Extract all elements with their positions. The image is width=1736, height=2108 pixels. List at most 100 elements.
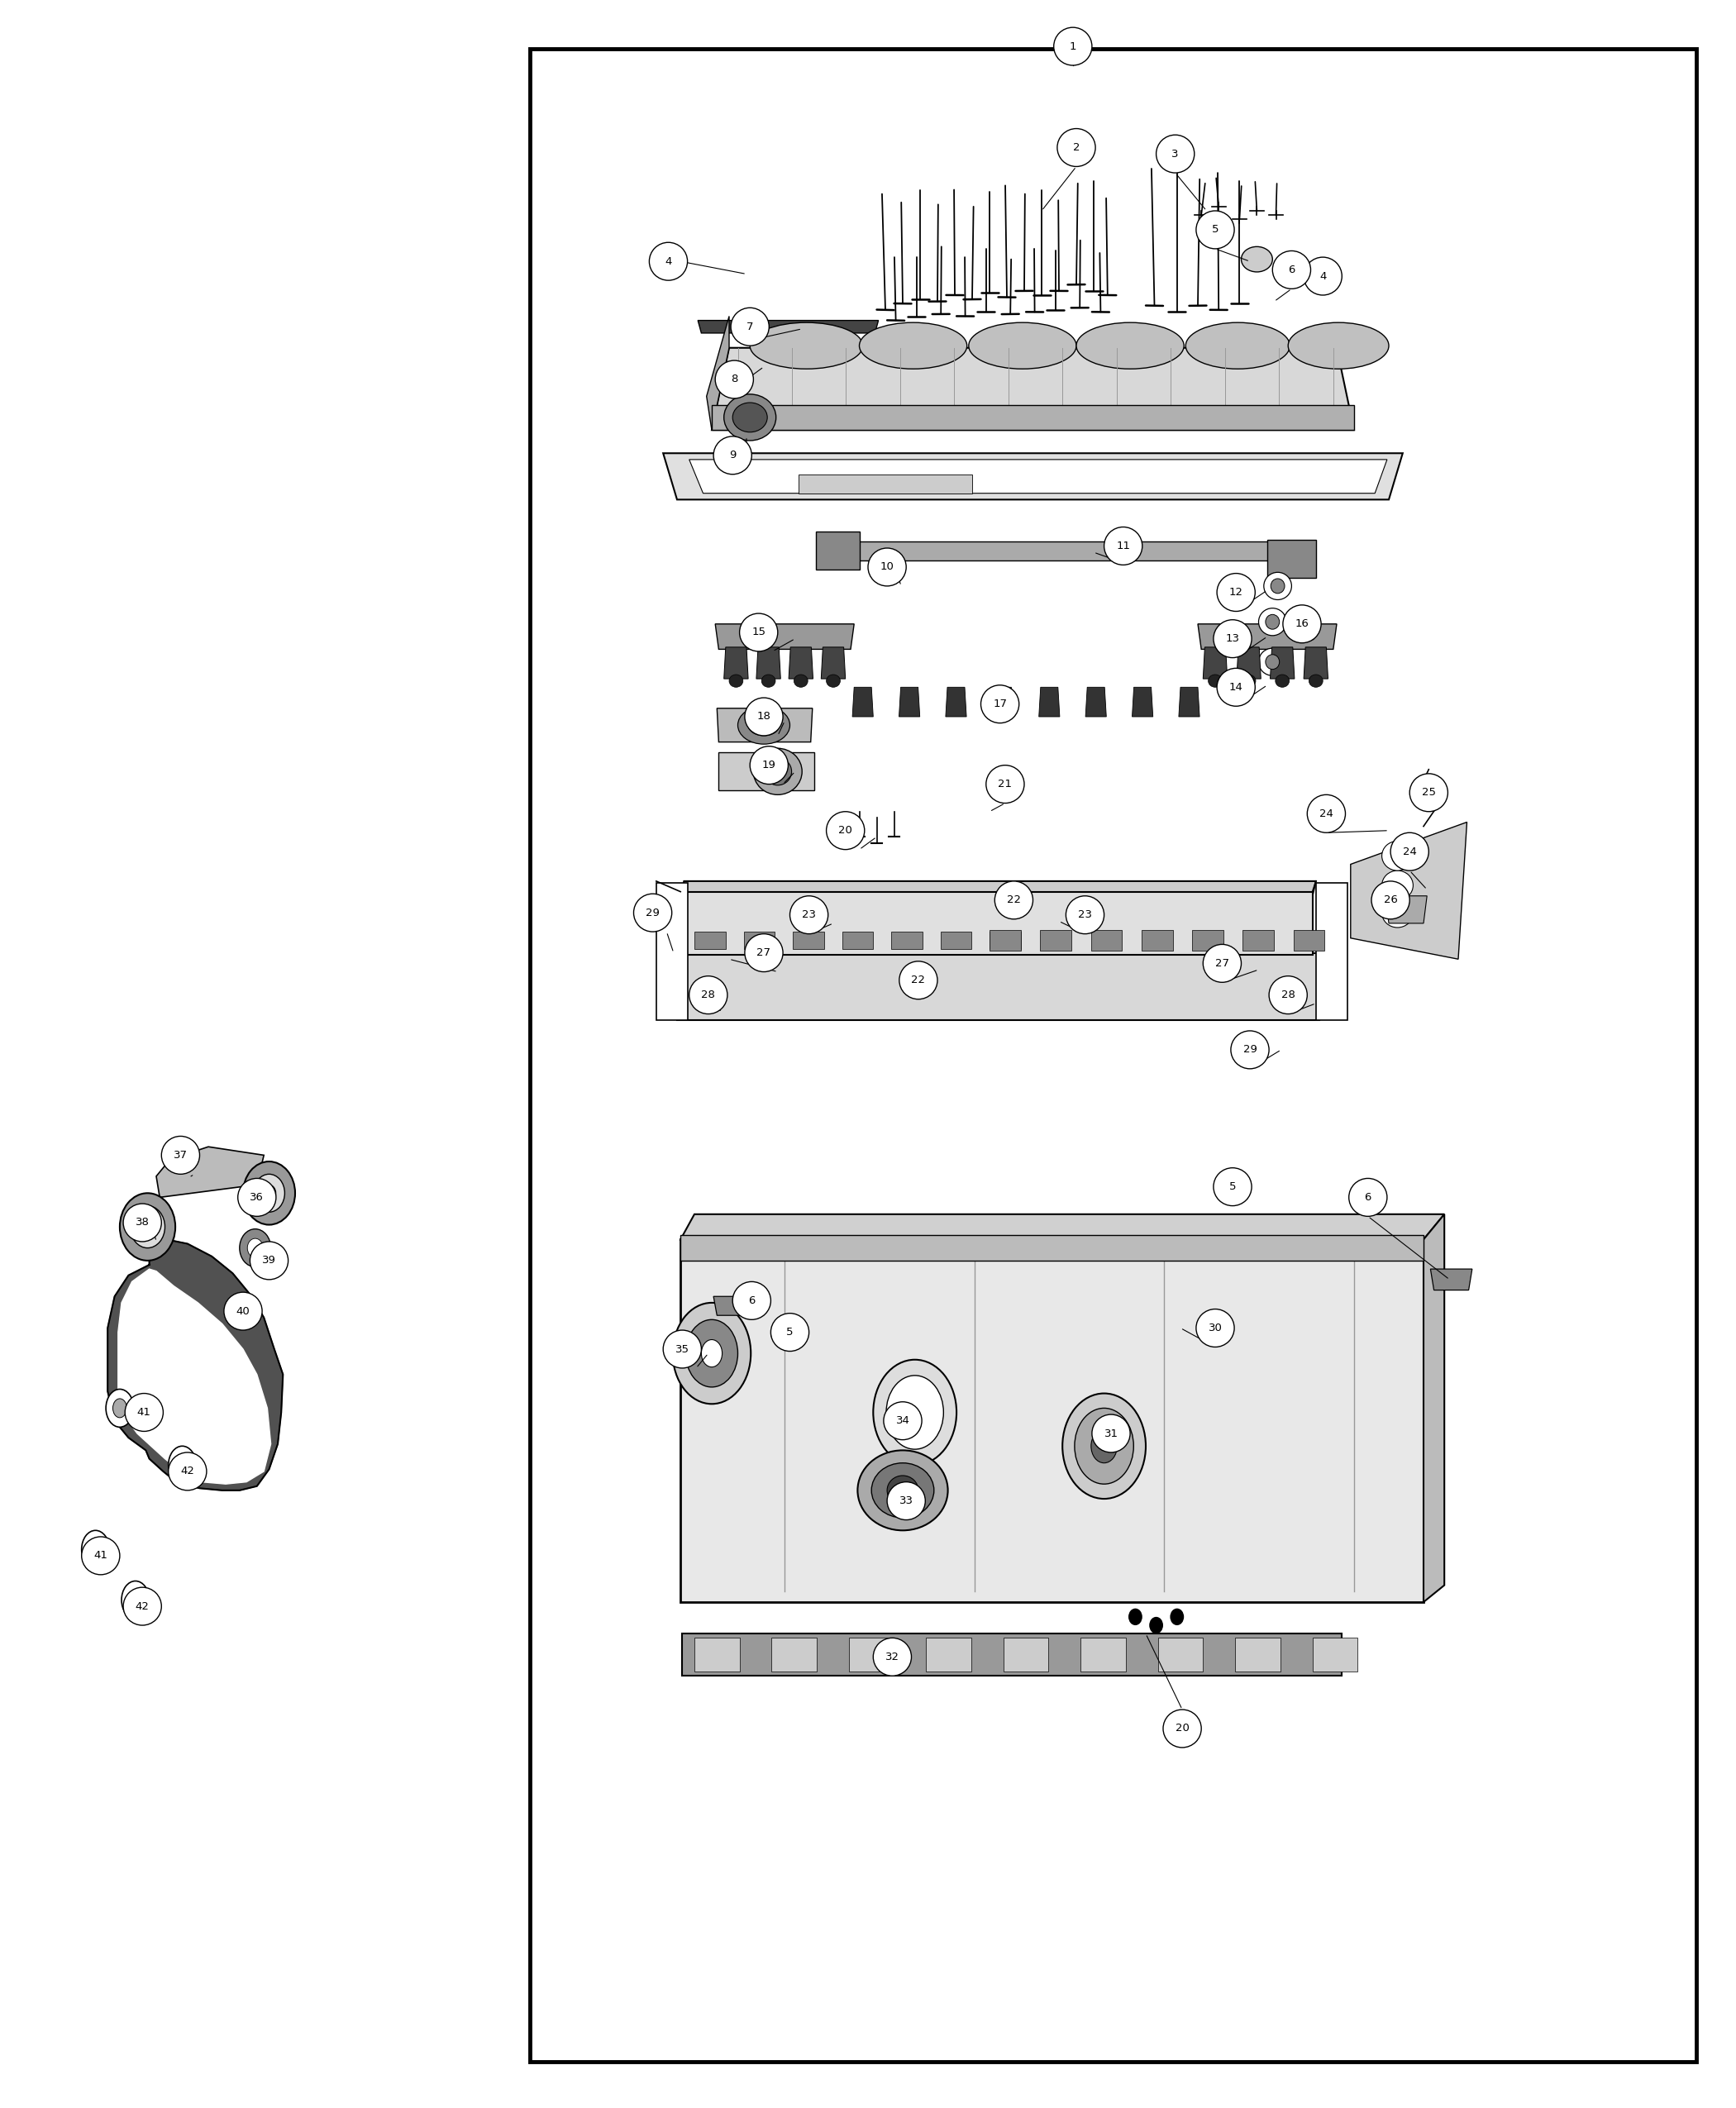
Ellipse shape bbox=[1266, 616, 1279, 628]
Text: 27: 27 bbox=[1215, 957, 1229, 970]
Text: 41: 41 bbox=[94, 1549, 108, 1562]
Ellipse shape bbox=[1307, 795, 1345, 833]
Ellipse shape bbox=[793, 675, 807, 687]
Bar bbox=[771, 1638, 818, 1672]
Polygon shape bbox=[663, 453, 1403, 500]
Ellipse shape bbox=[868, 548, 906, 586]
Ellipse shape bbox=[1076, 323, 1184, 369]
Ellipse shape bbox=[1371, 881, 1410, 919]
Text: 23: 23 bbox=[802, 909, 816, 921]
Ellipse shape bbox=[1410, 774, 1448, 812]
Polygon shape bbox=[689, 460, 1387, 493]
Ellipse shape bbox=[1066, 896, 1104, 934]
Ellipse shape bbox=[1288, 323, 1389, 369]
Ellipse shape bbox=[1264, 571, 1292, 601]
Text: 31: 31 bbox=[1104, 1427, 1118, 1440]
Polygon shape bbox=[681, 1214, 1444, 1240]
Polygon shape bbox=[724, 647, 748, 679]
Bar bbox=[1267, 540, 1316, 578]
Polygon shape bbox=[1304, 647, 1328, 679]
Text: 2: 2 bbox=[1073, 141, 1080, 154]
Ellipse shape bbox=[1304, 257, 1342, 295]
Bar bbox=[927, 1638, 972, 1672]
Ellipse shape bbox=[250, 1242, 288, 1280]
Text: 14: 14 bbox=[1229, 681, 1243, 694]
Ellipse shape bbox=[858, 1450, 948, 1530]
Ellipse shape bbox=[82, 1530, 109, 1568]
Ellipse shape bbox=[826, 812, 865, 850]
Bar bbox=[1316, 883, 1347, 1020]
Ellipse shape bbox=[1203, 944, 1241, 982]
Text: 38: 38 bbox=[135, 1216, 149, 1229]
Ellipse shape bbox=[826, 675, 840, 687]
Text: 36: 36 bbox=[250, 1191, 264, 1204]
Ellipse shape bbox=[1272, 251, 1311, 289]
Ellipse shape bbox=[1309, 675, 1323, 687]
Ellipse shape bbox=[689, 976, 727, 1014]
Ellipse shape bbox=[1217, 668, 1255, 706]
Ellipse shape bbox=[724, 394, 776, 441]
Text: 12: 12 bbox=[1229, 586, 1243, 599]
Polygon shape bbox=[993, 687, 1014, 717]
Ellipse shape bbox=[106, 1389, 134, 1427]
Ellipse shape bbox=[733, 1282, 771, 1320]
Text: 32: 32 bbox=[885, 1651, 899, 1663]
Circle shape bbox=[1128, 1608, 1142, 1625]
Text: 23: 23 bbox=[1078, 909, 1092, 921]
Ellipse shape bbox=[168, 1452, 207, 1490]
Text: 41: 41 bbox=[137, 1406, 151, 1419]
Text: 15: 15 bbox=[752, 626, 766, 639]
Ellipse shape bbox=[859, 323, 967, 369]
Ellipse shape bbox=[224, 1292, 262, 1330]
Text: 7: 7 bbox=[746, 320, 753, 333]
Ellipse shape bbox=[873, 1360, 957, 1465]
Bar bbox=[677, 953, 1319, 1020]
Polygon shape bbox=[1385, 896, 1427, 923]
Text: 10: 10 bbox=[880, 561, 894, 573]
Bar bbox=[1312, 1638, 1358, 1672]
Ellipse shape bbox=[887, 1482, 925, 1520]
Text: 5: 5 bbox=[1229, 1180, 1236, 1193]
Text: 24: 24 bbox=[1403, 845, 1417, 858]
Ellipse shape bbox=[887, 1476, 918, 1505]
Ellipse shape bbox=[1104, 527, 1142, 565]
Polygon shape bbox=[1198, 624, 1337, 649]
Bar bbox=[529, 48, 1696, 2062]
Ellipse shape bbox=[253, 1174, 285, 1212]
Ellipse shape bbox=[120, 1193, 175, 1261]
Bar bbox=[681, 892, 1312, 955]
Ellipse shape bbox=[1062, 1393, 1146, 1499]
Polygon shape bbox=[707, 316, 729, 430]
Ellipse shape bbox=[89, 1539, 102, 1560]
Polygon shape bbox=[1236, 647, 1260, 679]
Polygon shape bbox=[1203, 647, 1227, 679]
Polygon shape bbox=[1132, 687, 1153, 717]
Bar bbox=[1040, 930, 1071, 951]
Ellipse shape bbox=[750, 746, 788, 784]
Bar bbox=[719, 753, 814, 790]
Ellipse shape bbox=[1196, 1309, 1234, 1347]
Ellipse shape bbox=[1382, 898, 1413, 928]
Polygon shape bbox=[118, 1269, 271, 1484]
Ellipse shape bbox=[1241, 247, 1272, 272]
Ellipse shape bbox=[733, 403, 767, 432]
Ellipse shape bbox=[701, 1341, 722, 1368]
Polygon shape bbox=[156, 1147, 264, 1197]
Ellipse shape bbox=[981, 685, 1019, 723]
Text: 33: 33 bbox=[899, 1495, 913, 1507]
Text: 18: 18 bbox=[757, 710, 771, 723]
Bar bbox=[694, 932, 726, 949]
Polygon shape bbox=[788, 647, 812, 679]
Bar bbox=[1090, 930, 1121, 951]
Ellipse shape bbox=[130, 1206, 165, 1248]
Ellipse shape bbox=[663, 1330, 701, 1368]
Bar bbox=[1003, 1638, 1049, 1672]
Ellipse shape bbox=[82, 1537, 120, 1575]
Polygon shape bbox=[715, 624, 854, 649]
Text: 24: 24 bbox=[1319, 807, 1333, 820]
Text: 29: 29 bbox=[1243, 1043, 1257, 1056]
Ellipse shape bbox=[1054, 27, 1092, 65]
Polygon shape bbox=[899, 687, 920, 717]
Polygon shape bbox=[821, 647, 845, 679]
Circle shape bbox=[1149, 1617, 1163, 1634]
